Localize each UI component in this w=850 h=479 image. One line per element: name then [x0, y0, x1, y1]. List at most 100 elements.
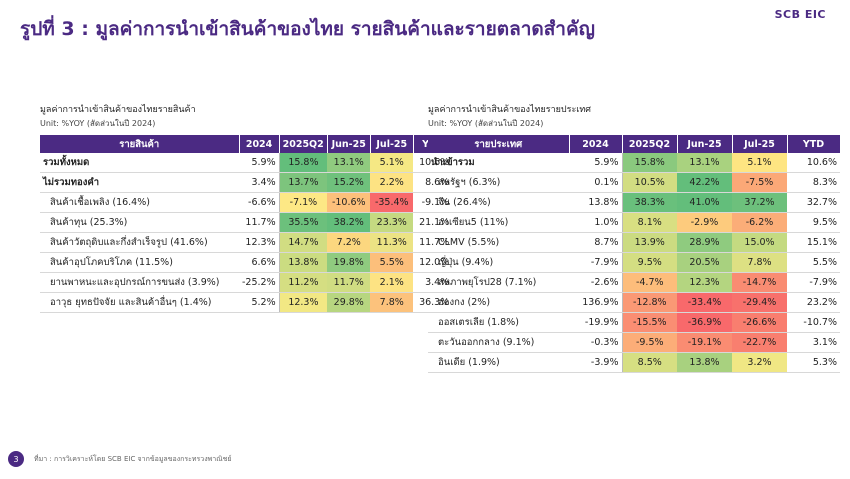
cell-v2024: 1.0% [569, 212, 623, 233]
cell-jun: -33.4% [677, 292, 732, 313]
cell-v2024: -0.3% [569, 332, 623, 353]
table-row: อาเซียน5 (11%) 1.0% 8.1% -2.9% -6.2% 9.5% [428, 212, 840, 233]
cell-v2024: -6.6% [239, 192, 280, 213]
table-header-row: รายประเทศ 2024 2025Q2 Jun-25 Jul-25 YTD [428, 135, 841, 153]
cell-ytd: -10.7% [787, 312, 840, 333]
column-header: 2024 [569, 135, 623, 153]
cell-v2024: -2.6% [569, 272, 623, 293]
row-label: สหภาพยุโรป28 (7.1%) [428, 272, 569, 293]
cell-jul: 5.1% [370, 153, 414, 173]
cell-v2024: 5.2% [239, 292, 280, 313]
cell-ytd: 5.3% [787, 352, 840, 373]
cell-q2: 15.8% [622, 153, 677, 173]
source-note: ที่มา : การวิเคราะห์โดย SCB EIC จากข้อมู… [34, 454, 232, 463]
table-row: สินค้าวัตถุดิบและกึ่งสำเร็จรูป (41.6%) 12… [40, 232, 453, 253]
table-row: สหภาพยุโรป28 (7.1%) -2.6% -4.7% 12.3% -14.7%… [428, 272, 840, 293]
cell-v2024: -19.9% [569, 312, 623, 333]
table-row: ยานพาหนะและอุปกรณ์การขนส่ง (3.9%) -25.2% 1… [40, 272, 453, 293]
table-row: อาวุธ ยุทธปัจจัย และสินค้าอื่นๆ (1.4%) 5.… [40, 292, 453, 313]
cell-ytd: 5.5% [787, 252, 840, 273]
cell-jul: 11.3% [370, 232, 414, 253]
cell-jul: 5.5% [370, 252, 414, 273]
cell-jun: 13.8% [677, 352, 732, 373]
cell-v2024: 12.3% [239, 232, 280, 253]
cell-jun: -10.6% [327, 192, 371, 213]
table-row: ฮ่องกง (2%) 136.9% -12.8% -33.4% -29.4% 23.2% [428, 292, 840, 313]
cell-jul: -26.6% [732, 312, 787, 333]
row-label: ออสเตรเลีย (1.8%) [428, 312, 569, 333]
cell-jul: -29.4% [732, 292, 787, 313]
row-label: อินเดีย (1.9%) [428, 352, 569, 373]
country-table-unit: Unit: %YOY (สัดส่วนในปี 2024) [428, 119, 544, 128]
table-row: ออสเตรเลีย (1.8%) -19.9% -15.5% -36.9% -26.6… [428, 312, 840, 333]
cell-jul: -7.5% [732, 172, 787, 193]
row-label: ฮ่องกง (2%) [428, 292, 569, 313]
column-header: Jul-25 [732, 135, 788, 153]
row-label: อาวุธ ยุทธปัจจัย และสินค้าอื่นๆ (1.4%) [40, 292, 239, 313]
table-row: สหรัฐฯ (6.3%) 0.1% 10.5% 42.2% -7.5% 8.3% [428, 172, 840, 193]
cell-q2: 35.5% [279, 212, 328, 233]
cell-v2024: 0.1% [569, 172, 623, 193]
cell-ytd: 8.3% [787, 172, 840, 193]
cell-ytd: 32.7% [787, 192, 840, 213]
cell-q2: 15.8% [279, 153, 328, 173]
cell-v2024: -25.2% [239, 272, 280, 293]
row-label: สินค้าทุน (25.3%) [40, 212, 239, 233]
row-label: จีน (26.4%) [428, 192, 569, 213]
cell-v2024: -7.9% [569, 252, 623, 273]
footer: 3 ที่มา : การวิเคราะห์โดย SCB EIC จากข้อ… [8, 451, 232, 467]
cell-v2024: 5.9% [569, 153, 623, 173]
cell-jul: -6.2% [732, 212, 787, 233]
row-label: สินค้าวัตถุดิบและกึ่งสำเร็จรูป (41.6%) [40, 232, 239, 253]
page-number: 3 [8, 451, 24, 467]
cell-q2: -9.5% [622, 332, 677, 353]
table-row: อินเดีย (1.9%) -3.9% 8.5% 13.8% 3.2% 5.3% [428, 352, 840, 373]
table-row: ตะวันออกกลาง (9.1%) -0.3% -9.5% -19.1% -22.7… [428, 332, 840, 353]
row-label: อาเซียน5 (11%) [428, 212, 569, 233]
cell-ytd: 9.5% [787, 212, 840, 233]
cell-q2: 13.7% [279, 172, 328, 193]
column-header: 2024 [239, 135, 280, 153]
cell-jul: 5.1% [732, 153, 787, 173]
cell-jul: 15.0% [732, 232, 787, 253]
cell-q2: 8.1% [622, 212, 677, 233]
cell-v2024: 8.7% [569, 232, 623, 253]
table-row: จีน (26.4%) 13.8% 38.3% 41.0% 37.2% 32.7% [428, 192, 840, 213]
column-header: Jul-25 [370, 135, 414, 153]
table-row: รวมทั้งหมด 5.9% 15.8% 13.1% 5.1% 10.6% [40, 153, 453, 173]
cell-jun: 41.0% [677, 192, 732, 213]
column-header: Jun-25 [327, 135, 371, 153]
cell-jul: 23.3% [370, 212, 414, 233]
cell-q2: 9.5% [622, 252, 677, 273]
cell-v2024: 5.9% [239, 153, 280, 173]
column-header: รายประเทศ [428, 135, 570, 153]
cell-jun: 19.8% [327, 252, 371, 273]
cell-jun: 42.2% [677, 172, 732, 193]
cell-jun: 38.2% [327, 212, 371, 233]
commodity-table-caption: มูลค่าการนำเข้าสินค้าของไทยรายสินค้า [40, 105, 196, 115]
cell-q2: 14.7% [279, 232, 328, 253]
cell-jun: 20.5% [677, 252, 732, 273]
cell-q2: -4.7% [622, 272, 677, 293]
cell-v2024: 3.4% [239, 172, 280, 193]
column-header: รายสินค้า [40, 135, 240, 153]
cell-q2: -12.8% [622, 292, 677, 313]
cell-q2: 13.8% [279, 252, 328, 273]
cell-v2024: 6.6% [239, 252, 280, 273]
cell-v2024: 13.8% [569, 192, 623, 213]
cell-jul: -22.7% [732, 332, 787, 353]
cell-v2024: 136.9% [569, 292, 623, 313]
cell-jun: 7.2% [327, 232, 371, 253]
row-label: สินค้าเชื้อเพลิง (16.4%) [40, 192, 239, 213]
table-row: นำเข้ารวม 5.9% 15.8% 13.1% 5.1% 10.6% [428, 153, 840, 173]
row-label: สหรัฐฯ (6.3%) [428, 172, 569, 193]
cell-jun: 28.9% [677, 232, 732, 253]
scb-eic-logo: SCB EIC [774, 8, 826, 21]
cell-ytd: 3.1% [787, 332, 840, 353]
column-header: YTD [787, 135, 841, 153]
row-label: รวมทั้งหมด [40, 153, 239, 173]
cell-jun: 13.1% [677, 153, 732, 173]
cell-jul: -35.4% [370, 192, 414, 213]
column-header: 2025Q2 [622, 135, 678, 153]
